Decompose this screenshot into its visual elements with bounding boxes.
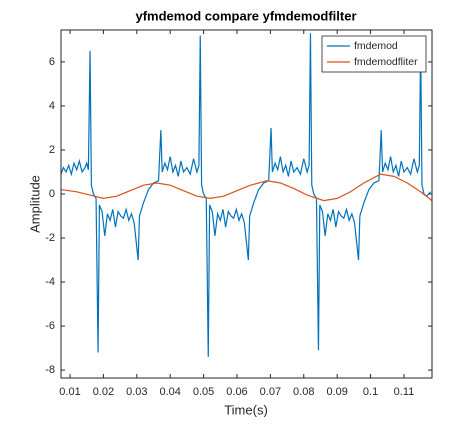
series-line [61, 33, 432, 357]
y-tick-label: -8 [45, 364, 55, 376]
y-axis-label: Amplitude [27, 175, 42, 233]
x-axis-label: Time(s) [224, 402, 268, 417]
legend-label: fmdemod [354, 40, 398, 52]
y-tick-label: 4 [49, 100, 55, 112]
x-tick-label: 0.02 [93, 386, 114, 398]
y-tick-label: 0 [49, 188, 55, 200]
x-tick-label: 0.11 [394, 386, 415, 398]
y-tick-label: 6 [49, 56, 55, 68]
x-tick-label: 0.07 [260, 386, 281, 398]
y-tick-label: 2 [49, 144, 55, 156]
legend-label: fmdemodfliter [354, 56, 418, 68]
x-tick-label: 0.09 [326, 386, 347, 398]
chart-title: yfmdemod compare yfmdemodfilter [135, 8, 356, 23]
x-tick-label: 0.05 [193, 386, 214, 398]
y-tick-label: -4 [45, 276, 55, 288]
series-line [61, 173, 432, 202]
x-tick-label: 0.04 [159, 386, 180, 398]
y-tick-label: -2 [45, 232, 55, 244]
x-tick-label: 0.06 [226, 386, 247, 398]
x-tick-label: 0.03 [126, 386, 147, 398]
x-tick-label: 0.08 [293, 386, 314, 398]
axes-box [60, 29, 433, 379]
legend-box [321, 35, 427, 73]
x-tick-label: 0.01 [59, 386, 80, 398]
y-tick-label: -6 [45, 320, 55, 332]
plot-area [61, 33, 432, 357]
x-tick-label: 0.1 [363, 386, 378, 398]
